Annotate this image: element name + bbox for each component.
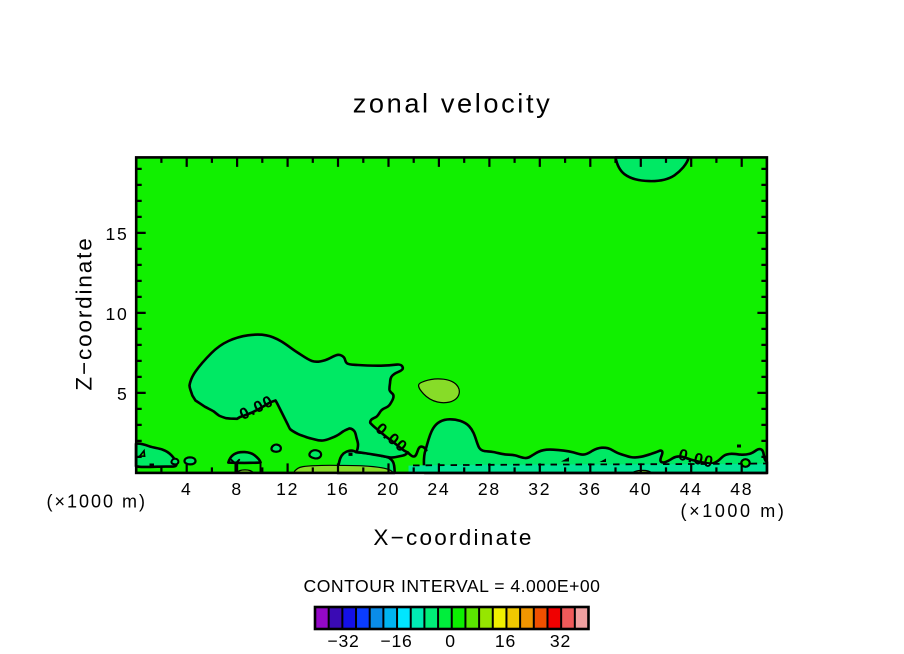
svg-text:4: 4 [181,479,193,499]
svg-text:16: 16 [495,631,516,651]
svg-text:48: 48 [730,479,753,499]
svg-text:12: 12 [276,479,299,499]
svg-text:X−coordinate: X−coordinate [373,525,533,550]
svg-text:(×1000 m): (×1000 m) [47,492,148,512]
svg-text:CONTOUR INTERVAL = 4.000E+00: CONTOUR INTERVAL = 4.000E+00 [304,576,601,596]
svg-text:40: 40 [629,479,652,499]
svg-text:zonal velocity: zonal velocity [353,87,553,118]
svg-text:Z−coordinate: Z−coordinate [72,236,97,390]
svg-text:−32: −32 [327,631,359,651]
svg-text:(×1000 m): (×1000 m) [681,501,787,521]
svg-text:8: 8 [231,479,243,499]
svg-text:32: 32 [550,631,571,651]
svg-text:15: 15 [106,224,129,244]
svg-text:28: 28 [478,479,501,499]
svg-text:36: 36 [579,479,602,499]
svg-text:5: 5 [117,384,129,404]
svg-text:44: 44 [680,479,703,499]
svg-text:16: 16 [327,479,350,499]
svg-text:10: 10 [106,304,129,324]
svg-text:32: 32 [528,479,551,499]
svg-text:0: 0 [445,631,456,651]
svg-text:24: 24 [427,479,450,499]
svg-text:20: 20 [377,479,400,499]
svg-text:−16: −16 [380,631,412,651]
